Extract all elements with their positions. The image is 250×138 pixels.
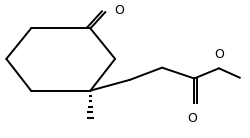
Text: O: O — [214, 48, 224, 61]
Text: O: O — [187, 112, 197, 125]
Text: O: O — [114, 4, 124, 17]
